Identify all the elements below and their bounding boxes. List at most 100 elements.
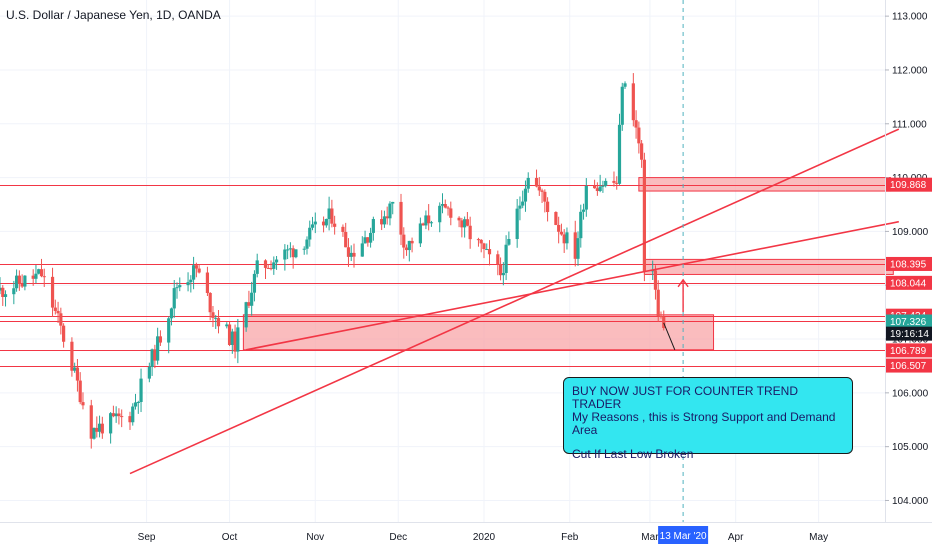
candle-body [133, 402, 138, 407]
price-label: 106.789 [890, 346, 927, 357]
candle-body [404, 247, 409, 251]
candle-body [272, 262, 276, 269]
crosshair-date-label: 13 Mar '20 [660, 531, 707, 542]
candle-body [557, 224, 561, 232]
candle-body [407, 240, 411, 251]
price-label-box [886, 358, 932, 373]
candle-body [565, 232, 569, 244]
candle-body [634, 120, 638, 128]
candle-body [601, 185, 605, 187]
candle-body [236, 327, 240, 352]
candle-body [172, 288, 176, 309]
trendline[interactable] [245, 220, 899, 351]
candle-body [78, 380, 82, 403]
candle-body [330, 208, 334, 224]
price-label: 109.868 [890, 180, 927, 191]
candle-body [37, 269, 41, 274]
candle-body [385, 216, 389, 219]
price-label: 106.507 [890, 361, 927, 372]
candle-body [515, 208, 519, 239]
candle-body [23, 275, 27, 287]
candle-body [612, 180, 616, 183]
candle-body [250, 292, 254, 306]
candle-body [424, 215, 428, 226]
candle-body [540, 190, 544, 192]
time-tick-label: Dec [389, 532, 407, 543]
candle-body [534, 177, 539, 187]
candle-body [446, 207, 450, 209]
candle-body [73, 367, 77, 371]
candle-body [324, 219, 328, 226]
candle-body [3, 294, 8, 297]
candle-body [507, 238, 511, 245]
demand-zone[interactable] [242, 314, 715, 351]
arrow-icon[interactable] [677, 278, 689, 288]
candle-body [175, 287, 179, 289]
candle-body [167, 318, 171, 343]
candle-body [631, 83, 635, 121]
trendline[interactable] [129, 128, 900, 475]
candle-body [662, 317, 666, 329]
candle-body [327, 208, 331, 220]
candle-body [205, 272, 210, 293]
candle-body [131, 406, 135, 423]
candle-body [274, 259, 279, 263]
candle-body [42, 276, 46, 278]
candle-body [485, 249, 489, 251]
candle-body [440, 204, 445, 206]
candle-body [14, 275, 19, 289]
candle-body [120, 416, 124, 418]
candle-body [518, 205, 522, 209]
candle-body [81, 402, 85, 406]
candle-body [50, 276, 55, 308]
candle-body [197, 268, 201, 273]
time-tick-label: Feb [561, 532, 579, 543]
candle-body [521, 201, 525, 206]
candle-body [543, 191, 547, 202]
price-label: 108.044 [890, 278, 927, 289]
candle-body [615, 182, 619, 184]
candle-body [449, 208, 453, 218]
candle-body [286, 249, 290, 251]
candle-body [584, 185, 588, 210]
demand-zone[interactable] [643, 258, 894, 275]
candle-body [186, 282, 190, 286]
candle-body [211, 312, 215, 318]
candle-body [310, 224, 315, 228]
candle-body [169, 308, 174, 319]
candle-body [482, 243, 486, 250]
candle-body [128, 416, 132, 423]
candle-body [34, 273, 38, 279]
candle-body [70, 341, 74, 371]
price-tick-label: 111.000 [892, 119, 927, 130]
candle-body [95, 427, 99, 432]
candle-body [479, 239, 483, 244]
candle-body [418, 223, 422, 244]
candle-body [252, 273, 257, 293]
candle-body [498, 264, 503, 276]
candle-body [391, 201, 395, 204]
time-tick-label: Apr [728, 532, 744, 543]
candle-body [653, 270, 658, 290]
callout-pointer [663, 322, 676, 350]
candle-body [476, 239, 481, 241]
callout-line-2: My Reasons , this is Strong Support and … [572, 410, 836, 437]
price-label-box [886, 343, 932, 358]
candle-body [371, 219, 375, 233]
price-tick-label: 104.000 [892, 496, 929, 507]
candle-body [194, 265, 198, 269]
candle-body [468, 225, 472, 240]
idea-callout[interactable]: BUY NOW JUST FOR COUNTER TREND TRADER My… [563, 377, 853, 461]
candle-body [266, 267, 270, 269]
candle-body [75, 367, 80, 381]
price-label-box [886, 275, 932, 290]
candle-body [56, 310, 60, 314]
candle-body [244, 302, 248, 328]
candle-body [363, 237, 367, 244]
candle-body [225, 324, 229, 327]
candle-body [642, 159, 646, 272]
candle-body [523, 188, 528, 202]
candle-body [427, 215, 431, 224]
